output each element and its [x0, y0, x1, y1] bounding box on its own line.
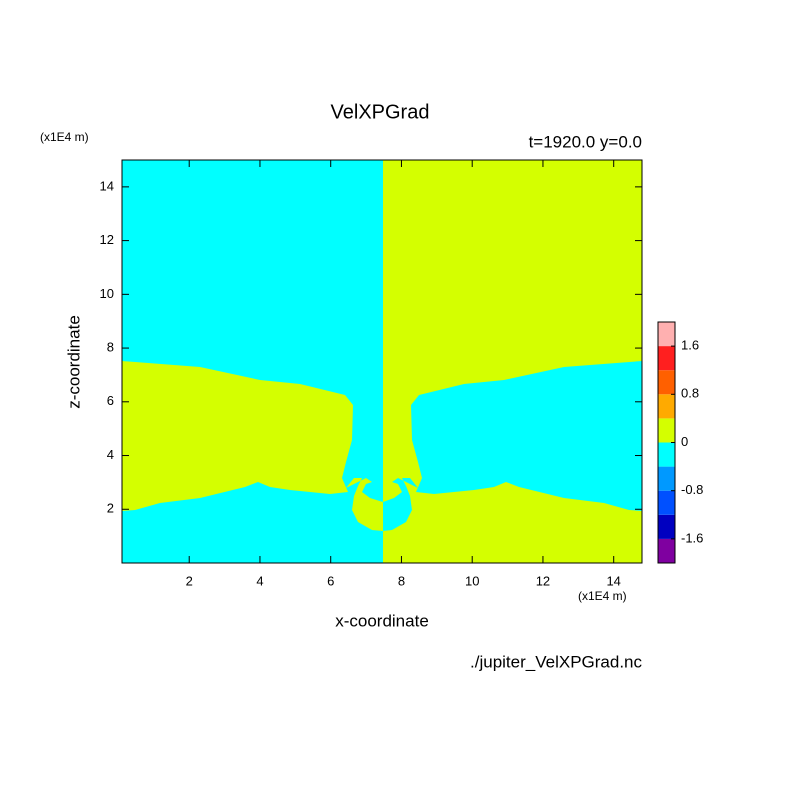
x-tick-label: 12	[536, 573, 550, 588]
colorbar-segment	[658, 322, 675, 347]
colorbar-segment	[658, 466, 675, 491]
y-tick-label: 12	[100, 232, 114, 247]
y-tick-label: 4	[107, 447, 114, 462]
x-unit: (x1E4 m)	[578, 589, 627, 603]
chart-title: VelXPGrad	[331, 101, 430, 123]
x-tick-label: 2	[186, 573, 193, 588]
y-tick-label: 14	[100, 178, 114, 193]
x-tick-label: 6	[327, 573, 334, 588]
y-tick-label: 8	[107, 340, 114, 355]
x-tick-label: 8	[398, 573, 405, 588]
colorbar-segment	[658, 394, 675, 419]
y-tick-label: 6	[107, 393, 114, 408]
colorbar-segment	[658, 490, 675, 515]
plot-frame	[121, 159, 643, 564]
x-axis-label: x-coordinate	[335, 611, 429, 630]
region	[411, 361, 642, 511]
colorbar-segment	[658, 418, 675, 443]
region	[383, 478, 418, 531]
colorbar-segment	[658, 442, 675, 467]
x-tick-label: 4	[256, 573, 263, 588]
x-tick-label: 14	[606, 573, 620, 588]
y-tick-label: 10	[100, 286, 114, 301]
colorbar-tick-label: 0.8	[681, 386, 699, 401]
colorbar-tick-label: 1.6	[681, 338, 699, 353]
y-tick-label: 2	[107, 501, 114, 516]
colorbar-segment	[658, 538, 675, 563]
source-file: ./jupiter_VelXPGrad.nc	[470, 652, 642, 671]
contour-field	[122, 160, 642, 563]
region	[122, 361, 353, 511]
colorbar-tick-label: -0.8	[681, 482, 703, 497]
y-unit: (x1E4 m)	[40, 130, 89, 144]
colorbar-segment	[658, 346, 675, 371]
colorbar-tick-label: -1.6	[681, 530, 703, 545]
region	[346, 478, 383, 531]
colorbar-segment	[658, 514, 675, 539]
x-tick-label: 10	[465, 573, 479, 588]
colorbar-segment	[658, 370, 675, 395]
y-axis-label: z-coordinate	[64, 315, 83, 409]
colorbar-tick-label: 0	[681, 434, 688, 449]
subtitle: t=1920.0 y=0.0	[529, 132, 642, 151]
